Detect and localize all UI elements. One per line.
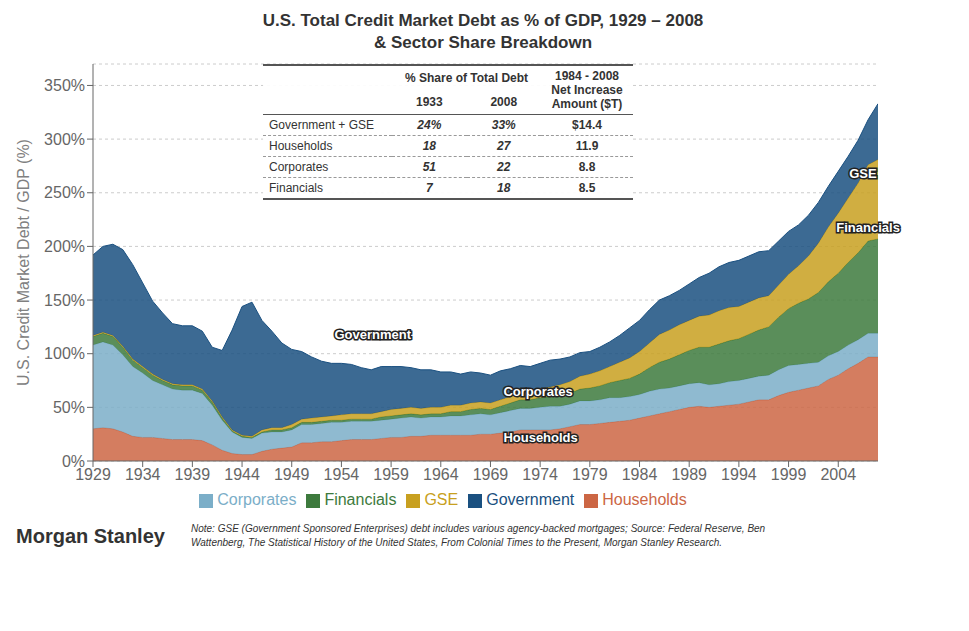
svg-text:GSE: GSE: [849, 166, 877, 181]
html-text:2008: 2008: [490, 95, 518, 109]
svg-text:1949: 1949: [274, 466, 310, 483]
svg-text:1939: 1939: [175, 466, 211, 483]
svg-text:1969: 1969: [473, 466, 509, 483]
html-text:18: 18: [497, 181, 511, 195]
svg-text:1974: 1974: [522, 466, 558, 483]
svg-text:1964: 1964: [423, 466, 459, 483]
html-text:Households: Households: [602, 491, 687, 508]
svg-text:100%: 100%: [44, 345, 85, 362]
html-text:Corporates: Corporates: [269, 160, 329, 174]
svg-text:1989: 1989: [671, 466, 707, 483]
svg-text:1999: 1999: [771, 466, 807, 483]
html-text:$14.4: $14.4: [572, 118, 602, 132]
html-text:GSE: GSE: [424, 491, 459, 508]
svg-text:250%: 250%: [44, 184, 85, 201]
html-text:7: 7: [426, 181, 433, 195]
html-text:33%: 33%: [491, 118, 516, 132]
svg-text:U.S. Credit Market Debt / GDP: U.S. Credit Market Debt / GDP (%): [15, 139, 32, 386]
html-text:Corporates: Corporates: [217, 491, 297, 508]
svg-text:Corporates: Corporates: [503, 384, 572, 399]
html-text:Households: Households: [269, 139, 333, 153]
svg-text:1959: 1959: [373, 466, 409, 483]
svg-text:Households: Households: [503, 430, 577, 445]
svg-text:1929: 1929: [75, 466, 111, 484]
html-text:51: 51: [422, 160, 436, 174]
html-text:Financials: Financials: [269, 181, 323, 195]
html-text:27: 27: [497, 139, 511, 153]
svg-text:0%: 0%: [62, 453, 85, 470]
svg-text:300%: 300%: [44, 131, 85, 148]
html-text:Amount ($T): Amount ($T): [551, 97, 623, 111]
html-text:Morgan Stanley: Morgan Stanley: [16, 524, 165, 547]
svg-text:1944: 1944: [224, 466, 260, 483]
html-text:8.8: 8.8: [578, 160, 596, 174]
html-text:1984 - 2008: 1984 - 2008: [555, 69, 619, 83]
html-text:18: 18: [422, 139, 436, 153]
svg-text:1994: 1994: [721, 466, 757, 483]
svg-text:Government: Government: [334, 327, 411, 342]
html-text:Government: Government: [486, 491, 575, 508]
html-text:8.5: 8.5: [578, 181, 596, 195]
html-text:& Sector Share Breakdown: & Sector Share Breakdown: [373, 33, 593, 52]
svg-text:150%: 150%: [44, 292, 85, 309]
svg-text:2004: 2004: [820, 466, 856, 483]
html-text:11.9: 11.9: [575, 139, 599, 153]
html-text:U.S. Total Credit Market Debt: U.S. Total Credit Market Debt as % of GD…: [262, 11, 704, 30]
html-text:Financials: Financials: [324, 491, 397, 508]
html-text:Note: GSE (Government Sponsore: Note: GSE (Government Sponsored Enterpri…: [191, 523, 766, 534]
svg-text:200%: 200%: [44, 238, 85, 255]
svg-text:350%: 350%: [44, 77, 85, 94]
html-text:Wattenberg, The Statistical Hi: Wattenberg, The Statistical History of t…: [191, 537, 723, 548]
html-text:1933: 1933: [416, 95, 443, 109]
html-text:% Share of Total Debt: % Share of Total Debt: [405, 71, 529, 85]
svg-text:1954: 1954: [324, 466, 360, 483]
html-text:Net Increase: Net Increase: [551, 83, 623, 97]
svg-text:50%: 50%: [53, 399, 85, 416]
svg-text:Financials: Financials: [836, 220, 900, 235]
svg-text:1984: 1984: [622, 466, 658, 483]
svg-text:1979: 1979: [572, 466, 608, 483]
html-text:Government + GSE: Government + GSE: [269, 118, 374, 132]
svg-text:1934: 1934: [125, 466, 161, 483]
html-text:24%: 24%: [417, 118, 442, 132]
html-text:22: 22: [497, 160, 511, 174]
